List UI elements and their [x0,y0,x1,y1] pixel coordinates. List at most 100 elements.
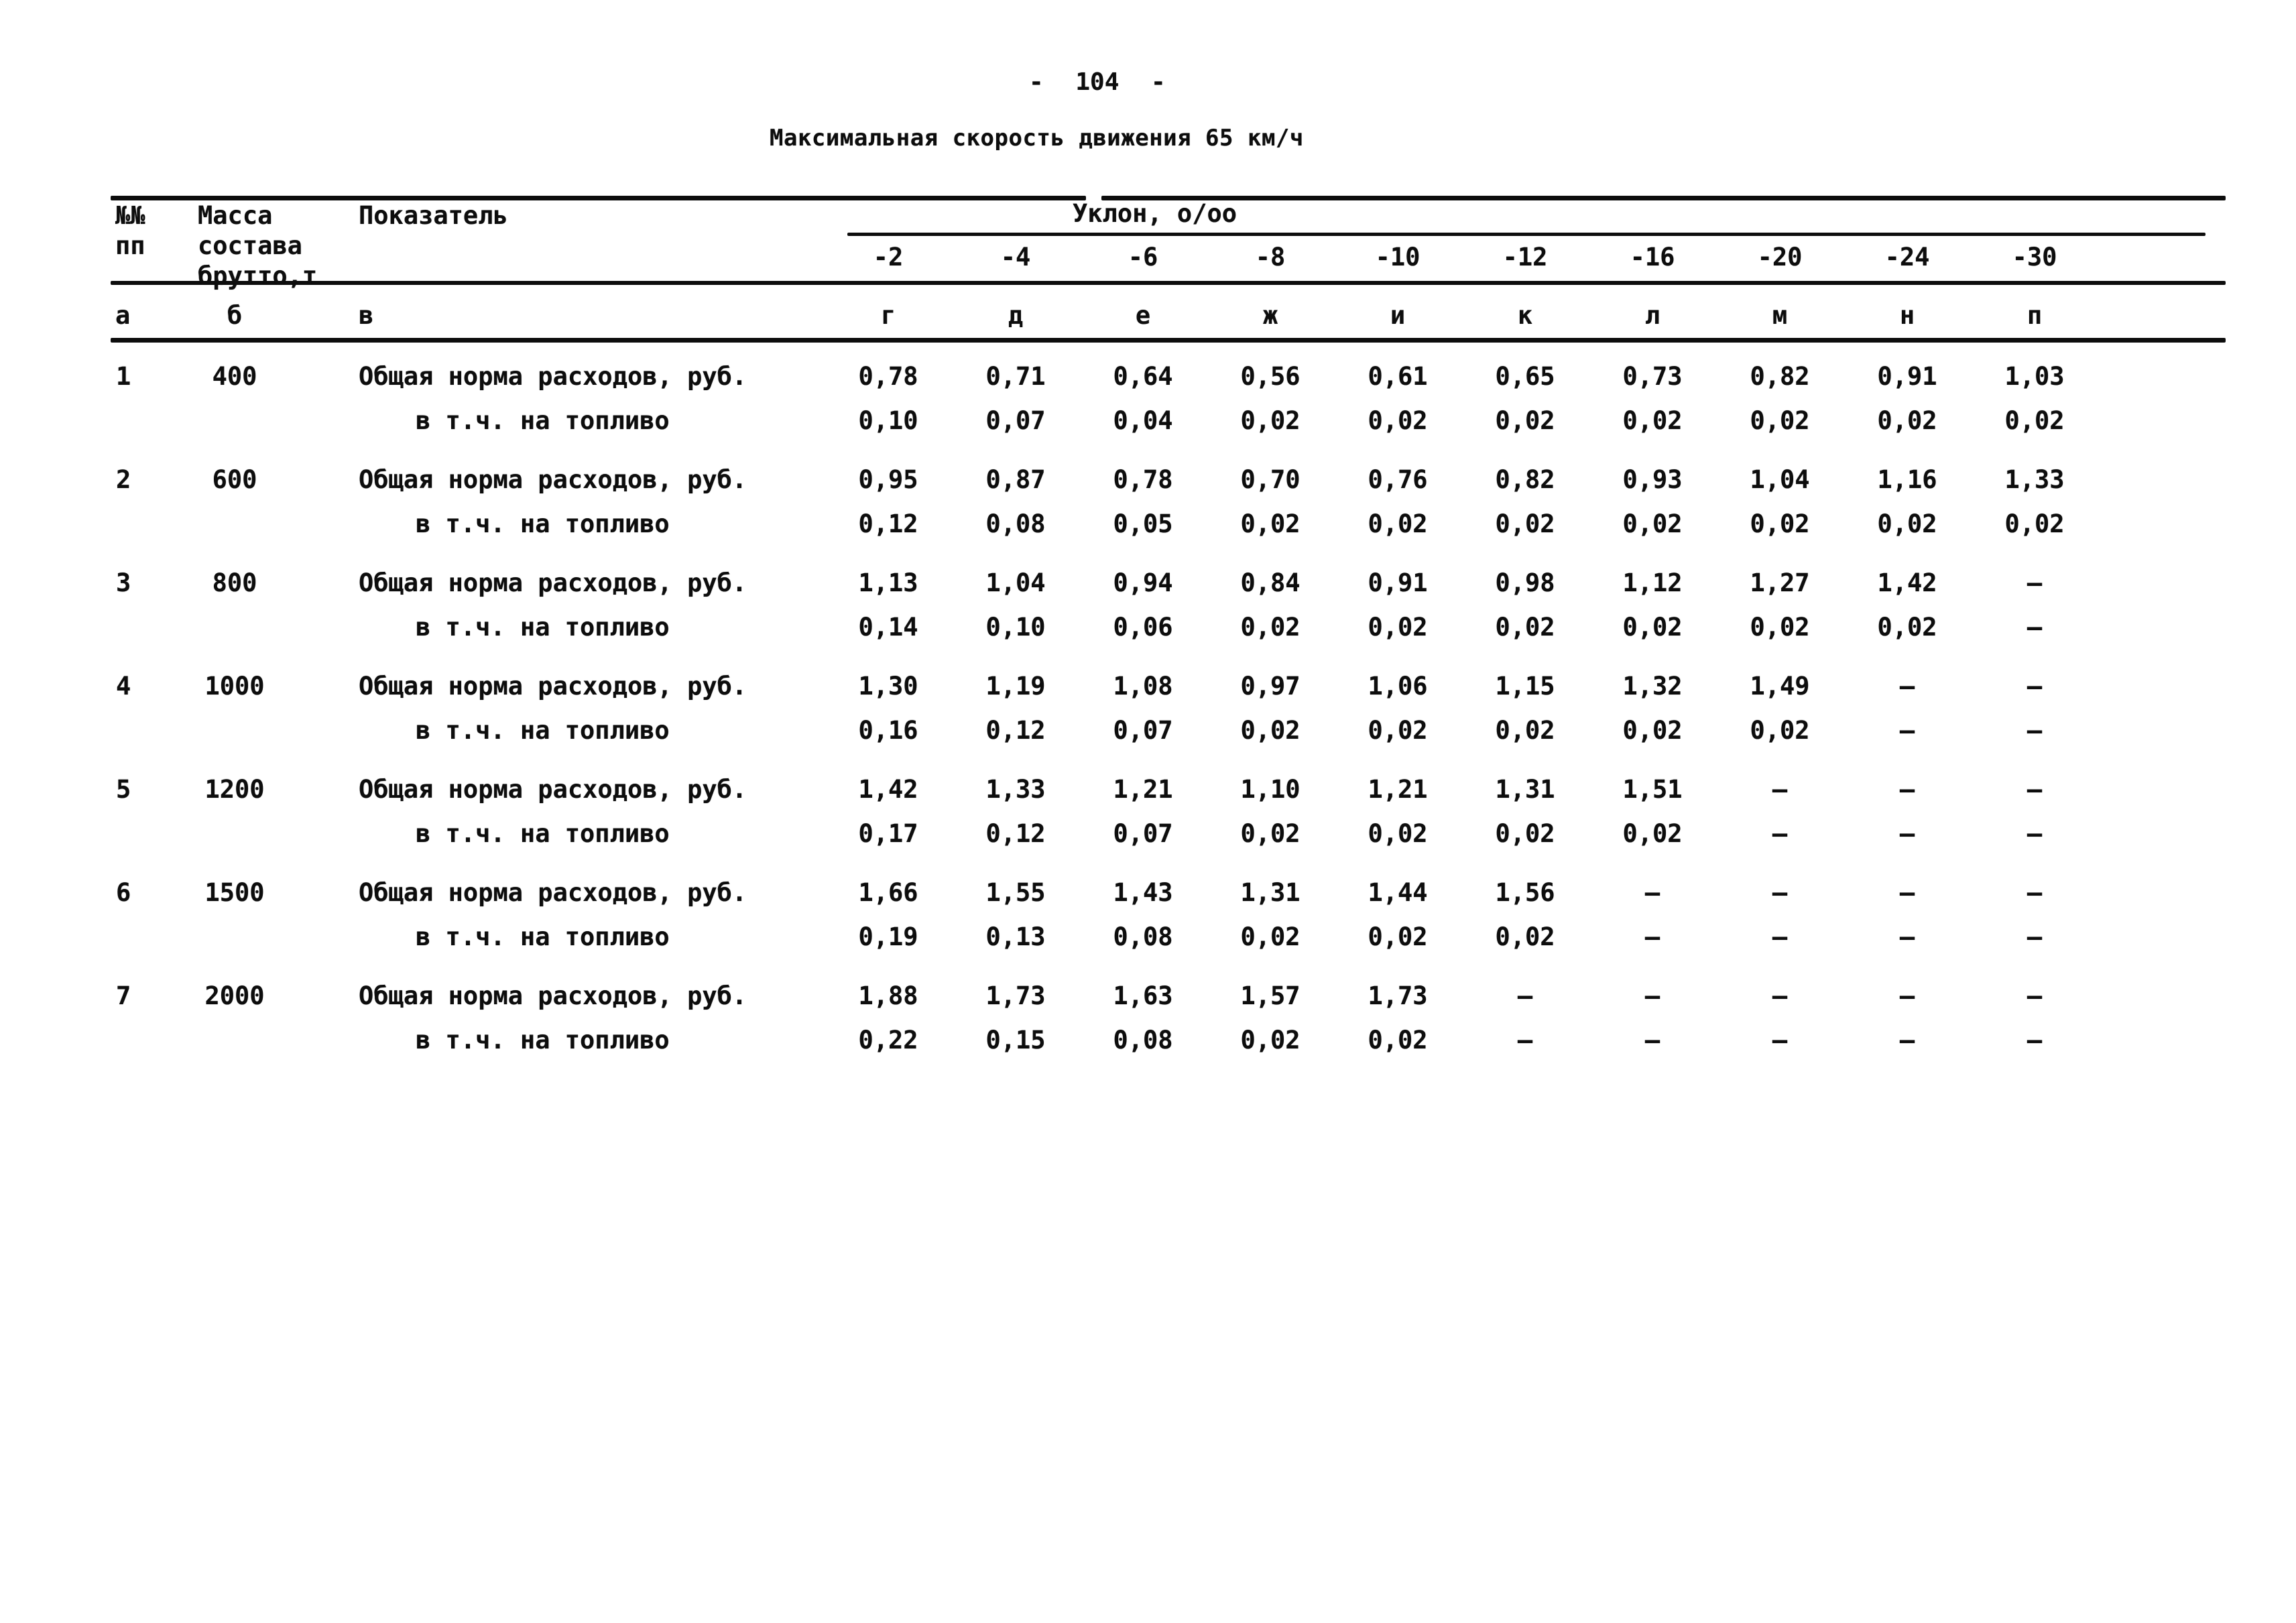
row-values: 1,88 1,73 1,63 1,57 1,73 – – – – – [825,981,2098,1010]
value-cell: – [1899,922,1915,951]
value-cell: 0,56 [1240,362,1301,391]
value-cell: 0,02 [1495,716,1555,745]
column-letter: г [880,301,896,330]
row-label: в т.ч. на топливо [416,819,670,848]
row-num: 6 [116,878,131,907]
table-line: в т.ч. на топливо 0,17 0,12 0,07 0,02 0,02 0,… [111,819,2098,863]
value-cell: 1,27 [1750,568,1810,597]
value-cell: – [1772,878,1788,907]
column-letter: и [1390,301,1406,330]
row-values: 0,17 0,12 0,07 0,02 0,02 0,02 0,02 – – – [825,819,2098,848]
value-cell: 0,65 [1495,362,1555,391]
row-label: в т.ч. на топливо [416,406,670,435]
value-cell: – [2027,1026,2043,1055]
value-cell: 0,95 [858,465,918,494]
value-cell: – [2027,716,2043,745]
column-letters-row: г д е ж и к л м н п [825,301,2098,330]
value-cell: 0,82 [1495,465,1555,494]
value-cell: – [1644,878,1660,907]
row-label: в т.ч. на топливо [416,509,670,538]
row-label: в т.ч. на топливо [416,1026,670,1055]
slope-col-header: -2 [873,243,904,272]
column-letter: н [1899,301,1915,330]
value-cell: 0,12 [985,716,1046,745]
value-cell: 0,02 [2004,406,2065,435]
value-cell: – [1772,1026,1788,1055]
column-letter: в [359,301,374,330]
value-cell: 0,98 [1495,568,1555,597]
value-cell: 0,02 [1877,406,1937,435]
value-cell: 0,76 [1368,465,1428,494]
header-separator-rule [111,281,2226,285]
column-header-indicator: Показатель [359,201,508,230]
value-cell: 1,04 [1750,465,1810,494]
value-cell: 0,04 [1113,406,1173,435]
value-cell: 0,10 [985,613,1046,642]
value-cell: 0,22 [858,1026,918,1055]
row-num: 3 [116,568,131,597]
row-mass: 800 [212,568,257,597]
table-body: 1 400 Общая норма расходов, руб. 0,78 0,7… [111,362,2098,1085]
table-line: 7 2000 Общая норма расходов, руб. 1,88 1,… [111,981,2098,1026]
value-cell: – [1899,775,1915,804]
value-cell: 1,73 [1368,981,1428,1010]
value-cell: 0,02 [1495,819,1555,848]
slope-col-header: -12 [1502,243,1548,272]
value-cell: 1,42 [1877,568,1937,597]
column-header-mass: Масса состава брутто,т [198,201,318,290]
value-cell: 1,56 [1495,878,1555,907]
slope-col-header: -8 [1255,243,1286,272]
row-label: Общая норма расходов, руб. [359,568,747,597]
row-values: 1,42 1,33 1,21 1,10 1,21 1,31 1,51 – – – [825,775,2098,804]
row-group: 4 1000 Общая норма расходов, руб. 1,30 1,… [111,672,2098,760]
value-cell: 0,02 [1240,922,1301,951]
document-title: Максимальная скорость движения 65 км/ч [770,125,1304,152]
table-line: 2 600 Общая норма расходов, руб. 0,95 0,8… [111,465,2098,509]
value-cell: 1,04 [985,568,1046,597]
value-cell: 1,16 [1877,465,1937,494]
value-cell: – [1644,981,1660,1010]
value-cell: 1,30 [858,672,918,701]
row-num: 7 [116,981,131,1010]
value-cell: 0,08 [1113,1026,1173,1055]
value-cell: 0,02 [1877,509,1937,538]
value-cell: 0,02 [1750,406,1810,435]
value-cell: 0,91 [1877,362,1937,391]
value-cell: – [1899,981,1915,1010]
row-group: 2 600 Общая норма расходов, руб. 0,95 0,8… [111,465,2098,554]
slope-group-underline [847,233,2206,236]
value-cell: 0,02 [1368,509,1428,538]
table-line: в т.ч. на топливо 0,12 0,08 0,05 0,02 0,02 0,… [111,509,2098,554]
value-cell: – [1644,1026,1660,1055]
value-cell: 1,03 [2004,362,2065,391]
value-cell: 0,13 [985,922,1046,951]
slope-col-header: -20 [1757,243,1803,272]
value-cell: 0,64 [1113,362,1173,391]
value-cell: – [1517,981,1533,1010]
row-label: в т.ч. на топливо [416,613,670,642]
value-cell: 0,02 [1495,922,1555,951]
row-values: 0,10 0,07 0,04 0,02 0,02 0,02 0,02 0,02 0,02 0,02 [825,406,2098,435]
slope-col-header: -10 [1375,243,1421,272]
row-values: 0,16 0,12 0,07 0,02 0,02 0,02 0,02 0,02 – – [825,716,2098,745]
row-values: 0,78 0,71 0,64 0,56 0,61 0,65 0,73 0,82 0,91 1,03 [825,362,2098,391]
value-cell: 1,10 [1240,775,1301,804]
value-cell: 0,02 [1495,406,1555,435]
table-line: 4 1000 Общая норма расходов, руб. 1,30 1,… [111,672,2098,716]
value-cell: 1,88 [858,981,918,1010]
value-cell: 1,32 [1622,672,1683,701]
value-cell: 0,02 [1240,1026,1301,1055]
value-cell: 0,08 [1113,922,1173,951]
row-group: 1 400 Общая норма расходов, руб. 0,78 0,7… [111,362,2098,450]
row-mass: 1000 [204,672,265,701]
row-label: в т.ч. на топливо [416,716,670,745]
value-cell: 0,02 [1240,406,1301,435]
value-cell: 0,71 [985,362,1046,391]
row-values: 0,19 0,13 0,08 0,02 0,02 0,02 – – – – [825,922,2098,951]
value-cell: 0,87 [985,465,1046,494]
value-cell: 1,44 [1368,878,1428,907]
value-cell: 0,70 [1240,465,1301,494]
row-num: 5 [116,775,131,804]
value-cell: – [1899,819,1915,848]
value-cell: 0,02 [1368,716,1428,745]
